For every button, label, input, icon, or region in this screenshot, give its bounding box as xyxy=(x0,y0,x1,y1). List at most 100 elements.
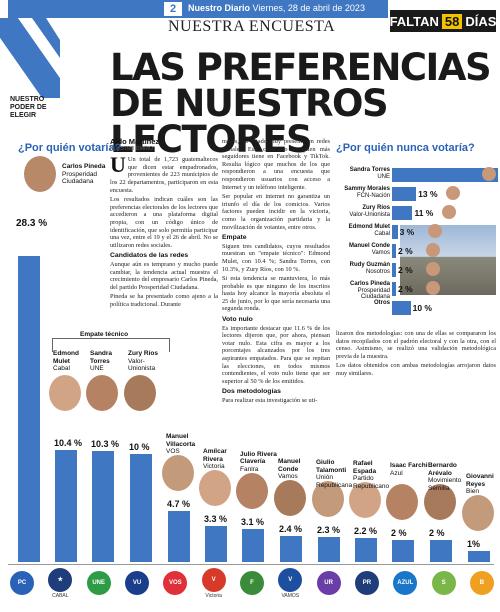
paper-name: Nuestro Diario xyxy=(188,3,251,13)
party-logo-icon: V xyxy=(278,567,303,592)
candidate-name: Edmond Mulet xyxy=(53,350,79,365)
candidate-photo xyxy=(424,484,456,521)
subheading: Empate xyxy=(222,234,247,242)
never-vote-row: Sammy Morales FCN-Nación 13 % xyxy=(336,185,496,203)
candidate-party: Valor-Unionista xyxy=(128,357,156,373)
party-logo-icon: PC xyxy=(10,571,34,595)
candidate-party: UNE xyxy=(90,365,104,372)
party-logo: ★ CABAL xyxy=(48,567,73,599)
candidate-photo xyxy=(199,470,231,507)
vote-pct: 2.3 % xyxy=(317,525,341,536)
candidate-photo xyxy=(24,156,56,192)
vote-bar xyxy=(355,538,377,562)
vote-bar xyxy=(205,526,227,562)
empate-bracket xyxy=(52,338,170,352)
candidate-photo xyxy=(426,243,440,257)
candidate-photo xyxy=(162,455,194,492)
party-logo: PR xyxy=(354,571,379,595)
building-photo xyxy=(400,225,496,295)
countdown-suffix: DÍAS xyxy=(465,13,497,29)
party-logo-label: Victoria xyxy=(205,592,222,599)
empate-label: Empate técnico xyxy=(78,331,131,338)
subheading: Voto nulo xyxy=(222,316,253,324)
page-number: 2 xyxy=(164,2,182,16)
candidate-name: Bernardo Arévalo xyxy=(428,462,457,477)
candidate-label: Carlos Pineda Prosperidad Ciudadana xyxy=(336,281,390,301)
paragraph: Siguen tres candidatos, cuyos resultados… xyxy=(222,242,330,273)
article-col-3: lizaron dos metodologías: con una de ell… xyxy=(336,330,496,380)
candidate-photo xyxy=(386,484,418,521)
vote-bar xyxy=(18,256,40,562)
author-role: NUESTRO DIARIO xyxy=(110,145,154,152)
never-vote-bar xyxy=(392,168,498,182)
candidate-party: Nosotros xyxy=(365,268,390,275)
never-vote-bar xyxy=(392,301,411,315)
party-logo: V VAMOS xyxy=(278,567,303,599)
candidate-party: Vamos xyxy=(371,249,390,256)
dateline: Nuestro Diario Viernes, 28 de abril de 2… xyxy=(188,3,365,13)
candidate-name: Isaac Farchi xyxy=(390,462,428,470)
countdown-prefix: FALTAN xyxy=(389,13,439,29)
candidate-label: Amílcar Rivera Victoria xyxy=(203,448,243,471)
candidate-name: Zury Ríos xyxy=(128,350,158,357)
candidate-party: Victoria xyxy=(203,463,225,471)
countdown-number: 58 xyxy=(441,13,463,29)
candidate-photo xyxy=(426,281,440,295)
leader-name: Carlos Pineda Prosperidad Ciudadana xyxy=(62,163,112,186)
vote-bar xyxy=(92,450,114,562)
candidate-photo xyxy=(426,262,440,276)
section-title: NUESTRA ENCUESTA xyxy=(168,18,336,35)
subheading: Dos metodologías xyxy=(222,388,281,396)
candidate-label: Isaac Farchi Azul xyxy=(390,462,430,477)
candidate-name: Carlos Pineda xyxy=(62,163,106,170)
candidate-label: Manuel Conde Vamos xyxy=(278,458,318,481)
candidate-photo xyxy=(482,167,496,181)
vote-pct: 2 % xyxy=(391,528,407,539)
candidate-name: Giulio Talamonti xyxy=(316,459,347,474)
issue-date: Viernes, 28 de abril de 2023 xyxy=(252,3,365,13)
candidate-party: VOS xyxy=(166,448,180,456)
page-header: 2 Nuestro Diario Viernes, 28 de abril de… xyxy=(0,0,500,38)
paragraph: U Un total de 1,723 guatemaltecos que dic… xyxy=(110,152,218,194)
candidate-photo xyxy=(427,224,442,238)
never-vote-bar xyxy=(392,282,396,296)
article-col-1: Aldo Martínez NUESTRO DIARIO U Un total d… xyxy=(110,138,218,310)
never-vote-pct: 13 % xyxy=(418,189,438,199)
never-vote-bar xyxy=(392,206,413,220)
subheading: Candidatos de las redes xyxy=(110,252,189,260)
never-vote-pct: 10 % xyxy=(412,303,432,313)
vote-pct: 2.2 % xyxy=(354,526,378,537)
candidate-label: Rudy Guzmán Nosotros xyxy=(336,262,390,275)
candidate-party: Prosperidad Ciudadana xyxy=(62,170,98,186)
candidate-party: Unión Republicana xyxy=(316,474,353,489)
candidate-label: Manuel Conde Vamos xyxy=(336,243,390,256)
candidate-name: Giovanni Reyes xyxy=(466,473,494,488)
party-logo: VU xyxy=(124,571,149,595)
never-vote-row: Otros 10 % xyxy=(336,299,496,317)
never-vote-pct: 3 % xyxy=(399,227,415,237)
party-logo: AZUL xyxy=(393,571,418,595)
paragraph: lizaron dos metodologías: con una de ell… xyxy=(336,330,496,360)
never-vote-pct: 11 % xyxy=(414,208,434,218)
countdown-badge: FALTAN 58 DÍAS xyxy=(390,10,496,32)
candidate-label: Giulio Talamonti Unión Republicana xyxy=(316,459,356,489)
candidate-name: Rafael Espada xyxy=(353,460,377,475)
party-logo: UNE xyxy=(86,571,111,595)
article-col-2: meses, ha estado muy presente en redes s… xyxy=(222,138,330,407)
vote-pct: 1% xyxy=(467,539,481,550)
party-logo-icon: AZUL xyxy=(393,571,418,595)
party-logo-icon: B xyxy=(469,571,494,595)
vote-pct: 3.3 % xyxy=(204,514,228,525)
candidate-name: Sammy Morales xyxy=(344,186,390,192)
candidate-label: Edmond Mulet Cabal xyxy=(336,224,390,237)
candidate-photo xyxy=(274,480,306,517)
candidate-name: Sandra Torres xyxy=(349,167,390,173)
candidate-party: UNE xyxy=(377,173,390,180)
candidate-label: Julio Rivera Clavería Fanlra xyxy=(240,451,280,474)
candidate-name: Manuel Conde xyxy=(348,243,390,249)
candidate-label: Giovanni Reyes Bien xyxy=(466,473,500,496)
candidate-label: Zury Ríos Valor-Unionista xyxy=(128,350,168,373)
author: Aldo Martínez xyxy=(110,137,160,146)
vote-bar xyxy=(55,449,77,562)
candidate-photo xyxy=(236,472,268,509)
